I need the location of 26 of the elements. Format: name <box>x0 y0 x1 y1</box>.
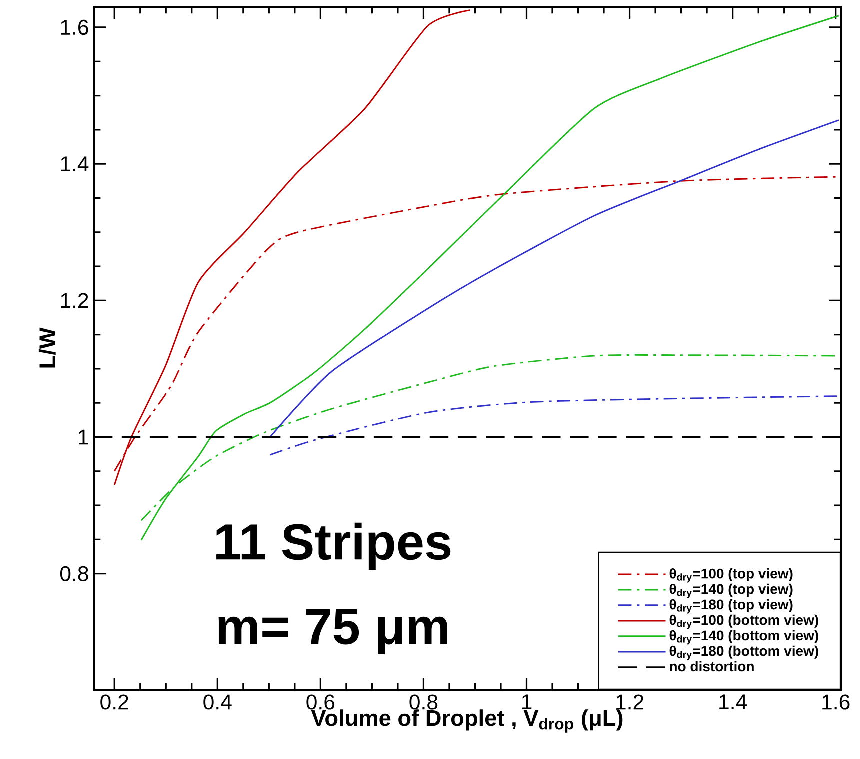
x-tick-label: 0.4 <box>204 694 232 710</box>
y-tick-label: 1 <box>79 430 88 445</box>
x-tick-label: 1.2 <box>616 694 644 710</box>
y-tick-label: 1.2 <box>61 293 88 308</box>
legend-label: θ$_{dry}$=180 (bottom view) <box>670 646 818 660</box>
legend-label: θ$_{dry}$=100 (bottom view) <box>670 614 818 630</box>
y-tick-label: 1.6 <box>61 20 88 36</box>
legend-label: θ$_{dry}$=140 (bottom view) <box>670 630 818 645</box>
y-tick-label: 1.4 <box>61 156 89 172</box>
x-tick-label: 1 <box>522 694 532 710</box>
legend-label: θ$_{dry}$=140 (top view) <box>670 584 793 598</box>
legend-label: θ$_{dry}$=180 (top view) <box>670 599 793 614</box>
y-axis-title: L/W <box>38 328 56 368</box>
annotation: 11 Stripes <box>216 522 451 570</box>
legend-label: no distortion <box>670 661 754 672</box>
x-tick-label: 0.8 <box>410 694 438 710</box>
x-tick-label: 1.4 <box>720 694 748 710</box>
line-series <box>269 396 840 456</box>
x-tick-label: 1.6 <box>822 694 850 710</box>
x-tick-label: 0.2 <box>100 694 128 710</box>
y-tick-label: 0.8 <box>60 566 88 582</box>
legend-label: θ$_{dry}$=100 (top view) <box>670 568 793 583</box>
annotation: m= 75 μm <box>218 609 448 654</box>
line-series <box>269 120 840 438</box>
x-tick-label: 0.6 <box>306 694 335 710</box>
x-axis-title: Volume of Droplet , V$_{drop}$ (μL) <box>311 710 623 733</box>
